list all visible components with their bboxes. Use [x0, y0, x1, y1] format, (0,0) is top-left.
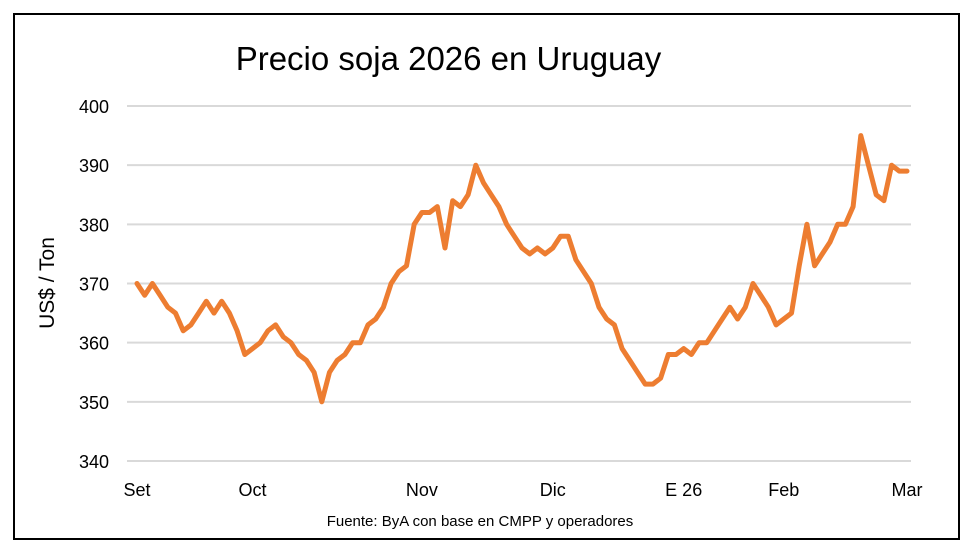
- x-tick-label: Feb: [768, 480, 799, 500]
- y-tick-label: 390: [79, 156, 109, 176]
- y-tick-label: 370: [79, 275, 109, 295]
- chart-title-text: Precio soja 2026 en Uruguay: [235, 40, 662, 77]
- x-tick-label: Nov: [406, 480, 438, 500]
- x-tick-label: Set: [123, 480, 150, 500]
- y-tick-label: 350: [79, 393, 109, 413]
- y-tick-label: 380: [79, 215, 109, 235]
- y-tick-label: 400: [79, 97, 109, 117]
- x-tick-label: E 26: [665, 480, 702, 500]
- series-line: [134, 133, 910, 405]
- chart-title: Precio soja 2026 en Uruguay: [0, 40, 937, 78]
- x-tick-label: Oct: [238, 480, 266, 500]
- chart-frame: [13, 13, 960, 540]
- x-tick-label: Dic: [540, 480, 566, 500]
- x-tick-label: Mar: [892, 480, 923, 500]
- y-tick-label: 360: [79, 334, 109, 354]
- y-tick-label: 340: [79, 452, 109, 472]
- source-note: Fuente: ByA con base en CMPP y operadore…: [326, 513, 634, 530]
